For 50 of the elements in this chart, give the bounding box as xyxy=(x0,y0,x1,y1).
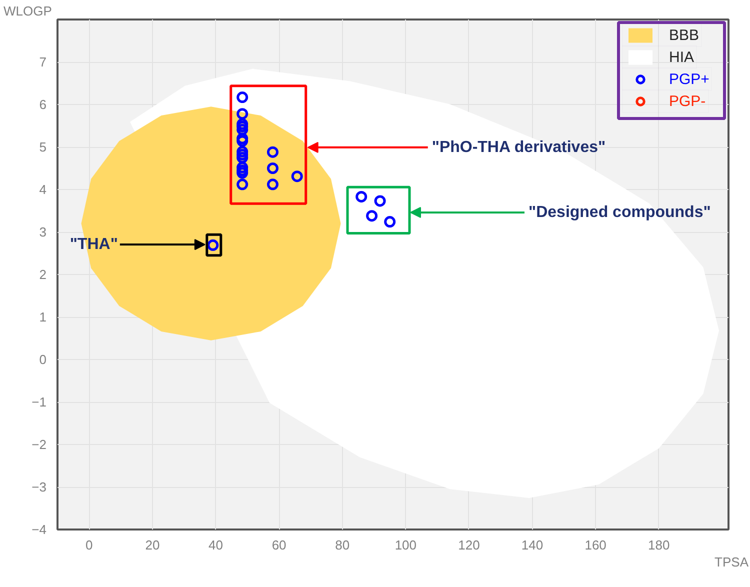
point xyxy=(236,92,248,104)
point xyxy=(356,190,368,202)
point xyxy=(266,178,278,190)
point xyxy=(236,148,248,160)
point xyxy=(236,132,248,144)
x-tick-label: 120 xyxy=(458,538,480,552)
y-tick-label: 6 xyxy=(39,97,47,112)
y-axis-title: WLOGP xyxy=(4,4,52,18)
point xyxy=(236,146,248,158)
y-tick-label: 7 xyxy=(39,54,47,70)
annotation: "Designed compounds" xyxy=(528,204,711,221)
y-tick-label: −4 xyxy=(32,522,47,537)
y-tick-label: −2 xyxy=(32,437,47,452)
point xyxy=(236,118,248,130)
x-tick-label: 0 xyxy=(86,538,93,552)
y-tick-label: 3 xyxy=(39,224,47,240)
legend-label: PGP+ xyxy=(669,70,710,88)
x-axis-title: TPSA xyxy=(714,554,749,570)
point xyxy=(236,135,248,147)
annotation: "PhO-THA derivatives" xyxy=(432,138,606,156)
y-tick-label: 5 xyxy=(39,140,47,154)
point xyxy=(236,162,248,174)
x-tick-label: 40 xyxy=(208,538,223,552)
y-tick-label: 2 xyxy=(39,267,47,282)
y-tick-label: 4 xyxy=(39,182,47,197)
point xyxy=(374,195,386,207)
x-tick-label: 80 xyxy=(335,538,350,552)
legend-label: HIA xyxy=(669,48,694,66)
point xyxy=(236,152,248,164)
x-tick-label: 60 xyxy=(272,538,286,552)
y-tick-label: −1 xyxy=(32,394,47,410)
legend-label: PGP- xyxy=(669,92,706,110)
point xyxy=(291,170,303,182)
point xyxy=(266,162,278,174)
point xyxy=(236,167,248,179)
point xyxy=(236,108,248,120)
x-tick-label: 140 xyxy=(521,538,544,552)
x-tick-label: 160 xyxy=(584,538,606,552)
x-tick-label: 20 xyxy=(145,538,160,552)
x-tick-label: 100 xyxy=(394,538,417,552)
y-tick-label: 0 xyxy=(39,352,47,367)
point xyxy=(384,216,396,228)
point xyxy=(236,178,248,190)
point xyxy=(236,124,248,136)
legend-label: BBB xyxy=(669,26,700,44)
point xyxy=(266,146,278,158)
point xyxy=(366,210,378,222)
y-tick-label: −3 xyxy=(32,480,47,494)
x-tick-label: 180 xyxy=(648,538,670,552)
y-tick-label: 1 xyxy=(39,310,47,324)
